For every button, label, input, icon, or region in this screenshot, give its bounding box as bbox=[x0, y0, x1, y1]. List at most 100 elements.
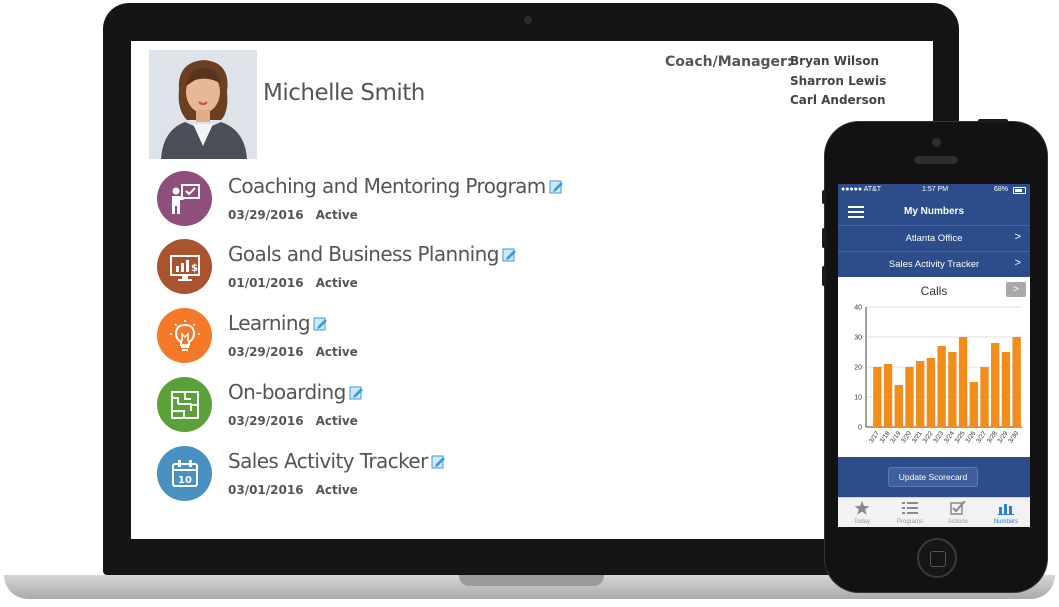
program-title[interactable]: On-boarding bbox=[228, 380, 364, 405]
program-title[interactable]: Learning bbox=[228, 311, 328, 336]
next-chart-button[interactable]: > bbox=[1006, 282, 1026, 297]
battery-percent: 68% bbox=[994, 186, 1009, 193]
edit-icon[interactable] bbox=[349, 381, 364, 405]
program-item[interactable]: 10 Sales Activity Tracker 03/01/2016 Acti… bbox=[157, 446, 777, 506]
update-scorecard-button[interactable]: Update Scorecard bbox=[888, 467, 978, 487]
program-status: Active bbox=[315, 345, 358, 359]
program-date: 03/29/2016 bbox=[228, 208, 304, 222]
tab-label: Programs bbox=[896, 519, 923, 525]
program-title-text[interactable]: Learning bbox=[228, 311, 311, 335]
x-tick-label: 3/25 bbox=[954, 430, 967, 445]
y-tick-label: 10 bbox=[854, 395, 862, 402]
volume-up-button bbox=[822, 228, 826, 248]
maze-icon bbox=[157, 377, 212, 432]
presentation-icon bbox=[157, 171, 212, 226]
bar bbox=[916, 361, 925, 427]
bar-chart-icon bbox=[998, 504, 1014, 515]
x-tick-label: 3/21 bbox=[911, 430, 924, 445]
edit-icon[interactable] bbox=[313, 312, 328, 336]
bar bbox=[958, 337, 968, 427]
bar bbox=[991, 343, 1000, 427]
office-label: Atlanta Office bbox=[905, 233, 963, 244]
x-tick-label: 3/17 bbox=[868, 430, 881, 445]
bar bbox=[1001, 352, 1011, 427]
program-title[interactable]: Goals and Business Planning bbox=[228, 242, 517, 267]
edit-icon[interactable] bbox=[502, 243, 517, 267]
carrier: ●●●●● AT&T bbox=[841, 186, 882, 193]
calls-chart: 0102030403/173/183/193/203/213/223/233/2… bbox=[854, 305, 1022, 445]
bar bbox=[980, 367, 989, 427]
chevron-right-icon: > bbox=[1014, 231, 1021, 243]
program-title-text[interactable]: Coaching and Mentoring Program bbox=[228, 174, 546, 198]
clock: 1:57 PM bbox=[922, 186, 949, 193]
list-icon bbox=[902, 502, 918, 514]
tab-label: Today bbox=[853, 519, 870, 525]
coach-name: Sharron Lewis bbox=[790, 73, 887, 88]
tab-actions[interactable]: Actions bbox=[934, 498, 982, 527]
mute-switch bbox=[822, 190, 826, 204]
bar bbox=[905, 367, 914, 427]
tab-programs[interactable]: Programs bbox=[886, 498, 934, 527]
laptop-camera bbox=[524, 16, 532, 24]
x-tick-label: 3/22 bbox=[922, 430, 935, 445]
office-row[interactable]: Atlanta Office > bbox=[838, 225, 1030, 251]
coach-name: Carl Anderson bbox=[790, 93, 886, 107]
bar bbox=[1012, 337, 1021, 427]
chart-area: 0 10 20 30 40 3/17 3/18 3/19 3/20 3/21 3/22 3/23 3/2… bbox=[838, 277, 1030, 457]
program-title[interactable]: Sales Activity Tracker bbox=[228, 449, 446, 474]
power-button bbox=[978, 119, 1008, 123]
x-tick-label: 3/29 bbox=[997, 430, 1010, 445]
x-tick-label: 3/20 bbox=[900, 430, 913, 445]
x-tick-label: 3/28 bbox=[986, 430, 999, 445]
program-item[interactable]: Coaching and Mentoring Program 03/29/201… bbox=[157, 171, 777, 231]
lightbulb-icon bbox=[157, 308, 212, 363]
bar bbox=[926, 358, 936, 427]
tab-label: Numbers bbox=[993, 519, 1019, 525]
program-title-text[interactable]: Goals and Business Planning bbox=[228, 242, 499, 266]
program-meta: 03/29/2016 Active bbox=[228, 345, 358, 359]
program-item[interactable]: Learning 03/29/2016 Active bbox=[157, 308, 777, 368]
coach-name: Bryan Wilson bbox=[790, 54, 880, 68]
svg-text:10: 10 bbox=[178, 475, 192, 486]
program-date: 03/29/2016 bbox=[228, 345, 304, 359]
menu-icon[interactable] bbox=[848, 206, 864, 218]
program-title-text[interactable]: Sales Activity Tracker bbox=[228, 449, 428, 473]
bar bbox=[937, 346, 946, 427]
x-tick-label: 3/19 bbox=[889, 430, 902, 445]
tab-label: Actions bbox=[948, 519, 968, 525]
profile-name: Michelle Smith bbox=[263, 80, 425, 106]
app-header: My Numbers bbox=[838, 198, 1030, 225]
edit-icon[interactable] bbox=[431, 450, 446, 474]
program-date: 03/01/2016 bbox=[228, 483, 304, 497]
program-item[interactable]: $ Goals and Business Planning 01/01/2016… bbox=[157, 239, 777, 299]
volume-down-button bbox=[822, 266, 826, 286]
program-status: Active bbox=[315, 208, 358, 222]
bar bbox=[883, 364, 893, 427]
tab-numbers[interactable]: Numbers bbox=[982, 498, 1030, 527]
program-title-text[interactable]: On-boarding bbox=[228, 380, 346, 404]
program-item[interactable]: On-boarding 03/29/2016 Active bbox=[157, 377, 777, 437]
bar bbox=[948, 352, 957, 427]
y-tick-label: 30 bbox=[854, 335, 862, 342]
checkbox-icon bbox=[950, 501, 966, 515]
laptop-screen: Michelle Smith Coach/Manager: Bryan Wils… bbox=[131, 41, 933, 539]
monitor-chart-icon: $ bbox=[157, 239, 212, 294]
program-title[interactable]: Coaching and Mentoring Program bbox=[228, 174, 564, 199]
program-meta: 03/01/2016 Active bbox=[228, 483, 358, 497]
program-date: 01/01/2016 bbox=[228, 276, 304, 290]
tab-today[interactable]: Today bbox=[838, 498, 886, 527]
program-status: Active bbox=[315, 414, 358, 428]
update-band: Update Scorecard bbox=[838, 457, 1030, 497]
program-date: 03/29/2016 bbox=[228, 414, 304, 428]
tracker-row[interactable]: Sales Activity Tracker > bbox=[838, 251, 1030, 277]
y-tick-label: 20 bbox=[854, 365, 862, 372]
calendar-icon: 10 bbox=[157, 446, 212, 501]
edit-icon[interactable] bbox=[549, 175, 564, 199]
home-button[interactable] bbox=[917, 538, 957, 578]
x-tick-label: 3/27 bbox=[975, 430, 988, 445]
chevron-right-icon: > bbox=[1014, 257, 1021, 269]
bar bbox=[873, 367, 882, 427]
tab-bar: Today Programs Actions Numbers bbox=[838, 497, 1030, 527]
phone-screen: ●●●●● AT&T 1:57 PM 68% My Numbers Atlant… bbox=[838, 184, 1030, 527]
